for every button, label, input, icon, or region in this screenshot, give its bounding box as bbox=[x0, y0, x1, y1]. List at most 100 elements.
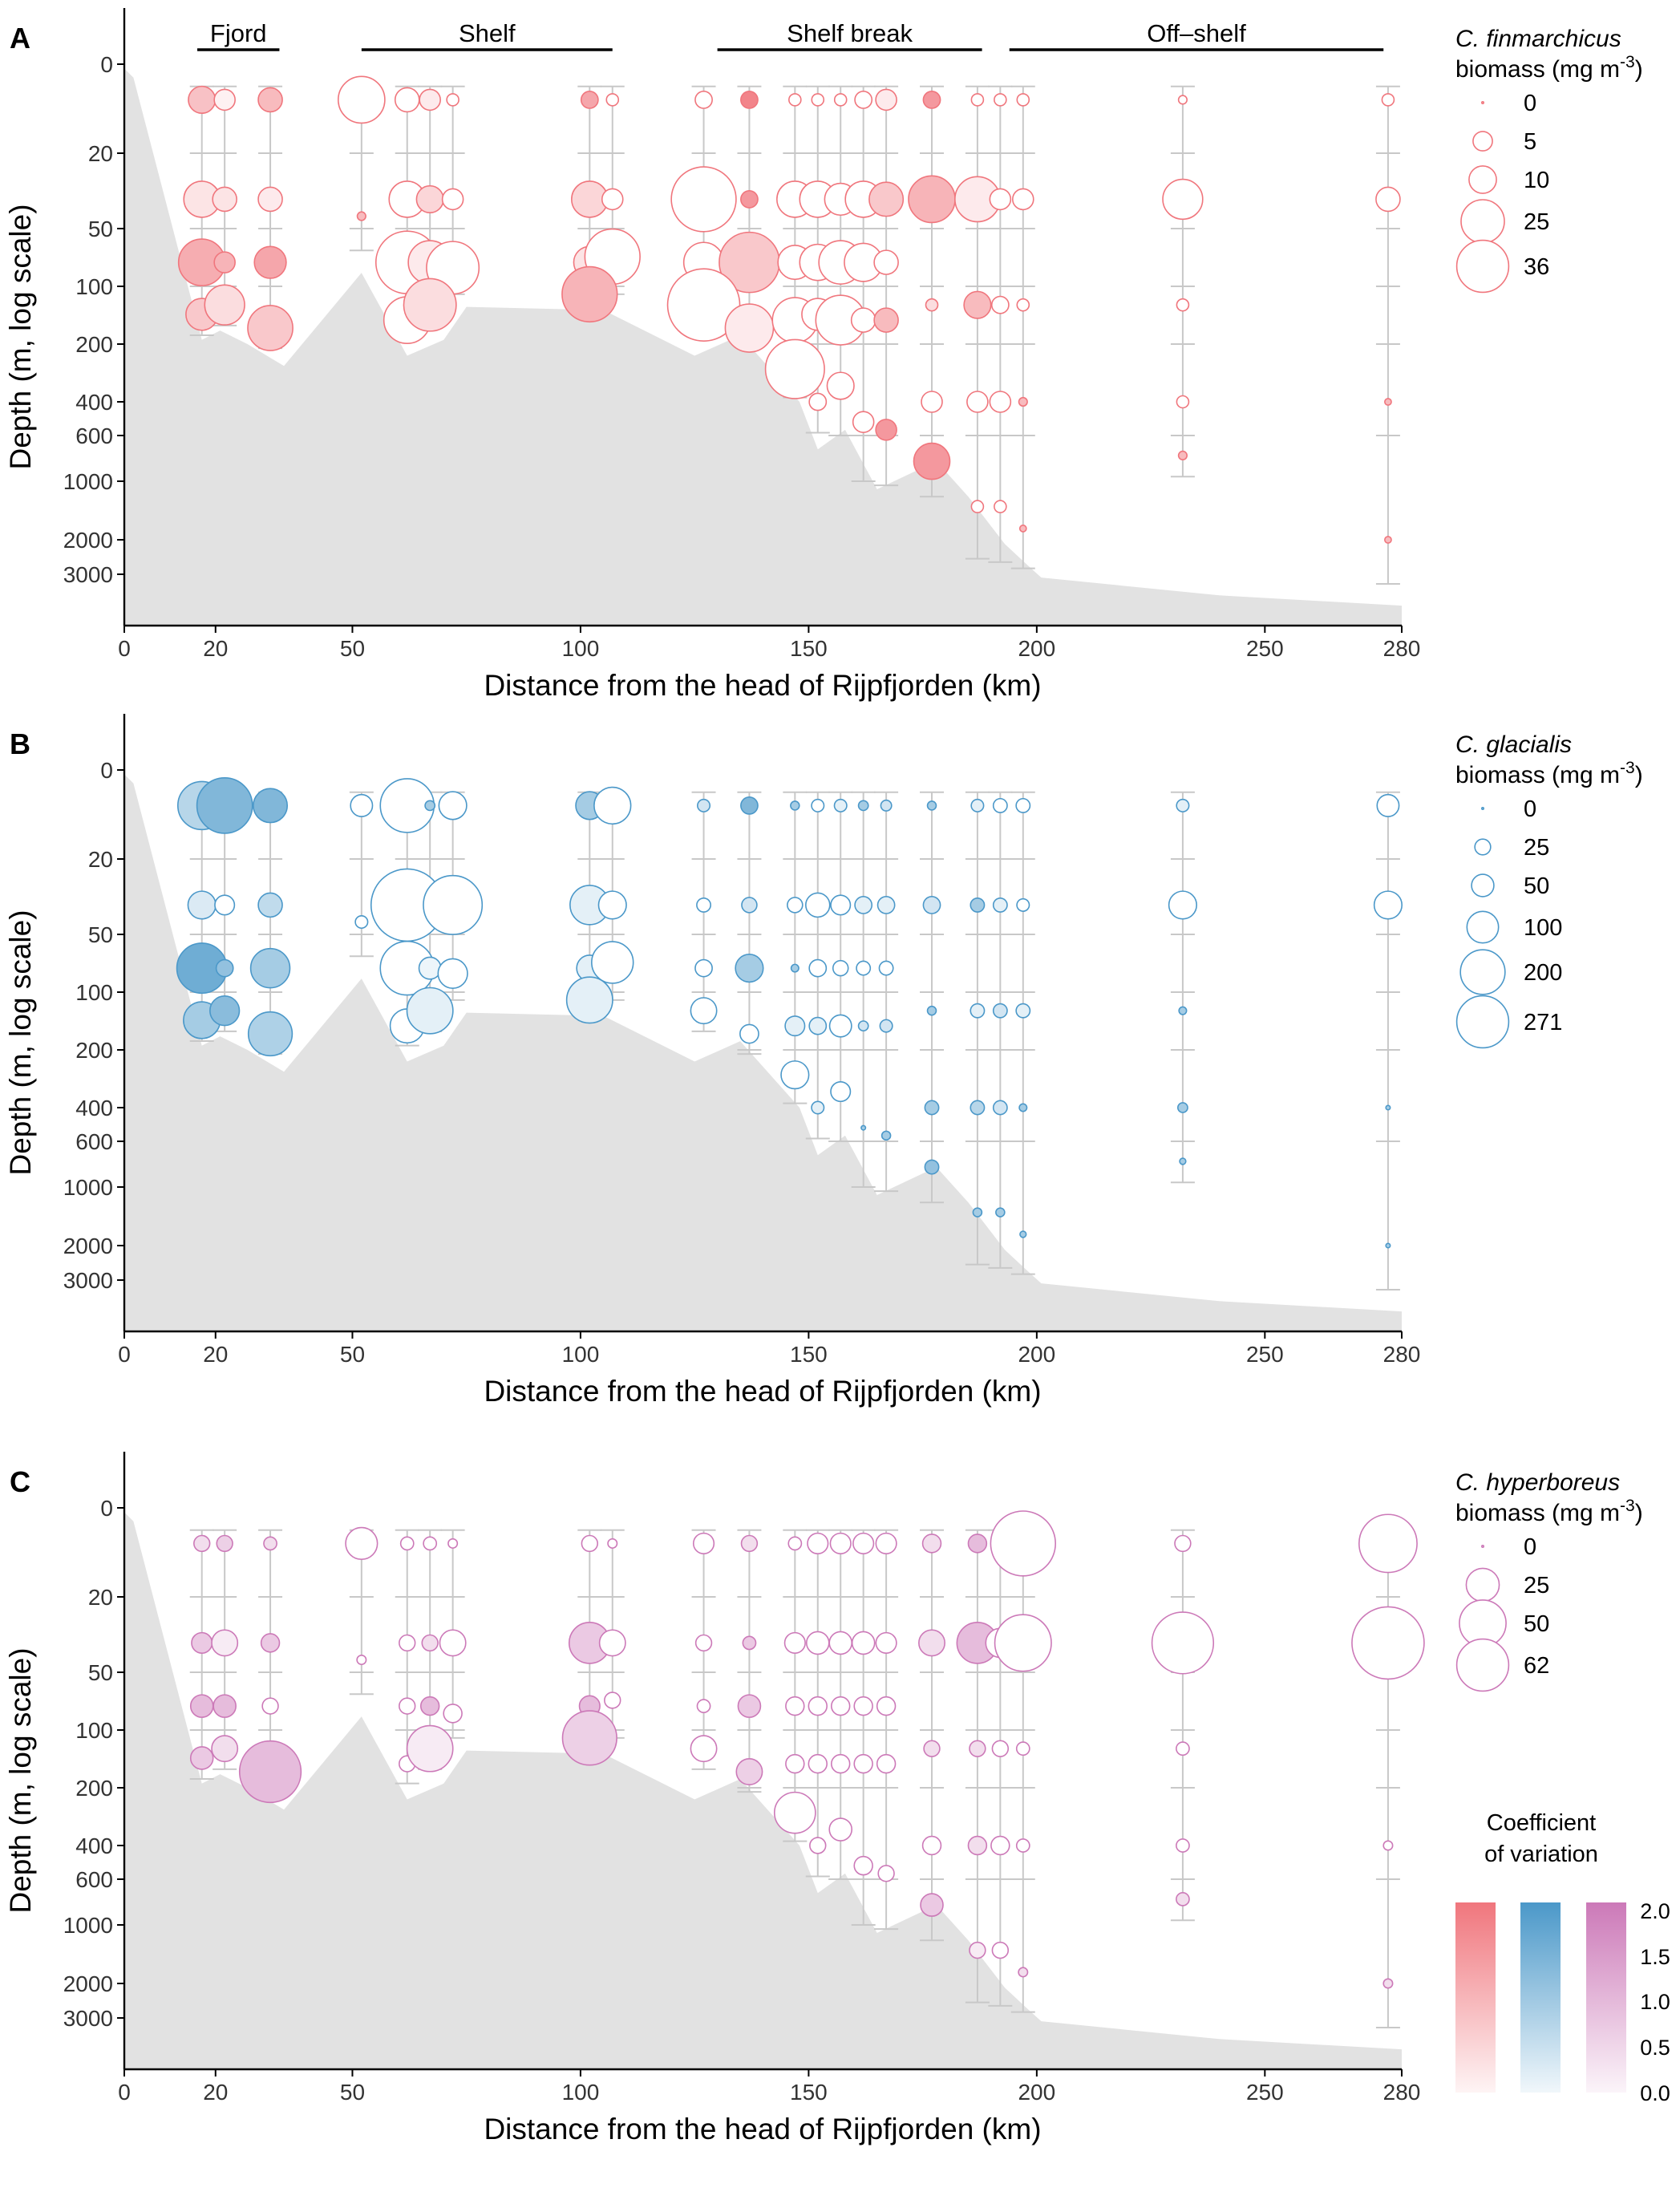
data-point bbox=[1176, 395, 1190, 409]
legend-unit: biomass (mg m-3) bbox=[1455, 1497, 1643, 1526]
data-point bbox=[990, 295, 1010, 314]
data-point bbox=[561, 1710, 617, 1766]
data-point bbox=[196, 777, 253, 834]
legend-size-key bbox=[1481, 806, 1485, 810]
data-point bbox=[740, 90, 759, 109]
data-point bbox=[1384, 536, 1392, 544]
data-point bbox=[204, 284, 245, 326]
legend-size-label: 50 bbox=[1524, 1611, 1549, 1637]
data-point bbox=[880, 799, 893, 812]
data-point bbox=[875, 1532, 897, 1554]
data-point bbox=[399, 1697, 416, 1715]
data-point bbox=[1385, 1242, 1391, 1249]
data-point bbox=[991, 1740, 1010, 1757]
y-tick-label: 100 bbox=[75, 980, 113, 1005]
data-point bbox=[1015, 1741, 1030, 1756]
data-point bbox=[692, 1532, 715, 1554]
data-point bbox=[922, 896, 941, 914]
data-point bbox=[830, 1080, 852, 1103]
data-point bbox=[1178, 1006, 1188, 1015]
data-point bbox=[878, 960, 894, 976]
colorbar-tick: 2.0 bbox=[1640, 1899, 1670, 1923]
legend-size-key bbox=[1481, 101, 1485, 105]
data-point bbox=[424, 800, 436, 812]
x-tick-label: 0 bbox=[118, 2080, 131, 2105]
colorbar: Coefficient of variation 2.0 1.5 1.0 0.5… bbox=[1455, 1810, 1670, 2105]
data-point bbox=[826, 371, 855, 400]
x-tick-label: 150 bbox=[790, 2080, 828, 2105]
data-point bbox=[257, 892, 283, 918]
data-point bbox=[187, 890, 217, 920]
data-point bbox=[593, 786, 632, 825]
data-point bbox=[857, 1020, 869, 1032]
data-point bbox=[1381, 93, 1395, 107]
legend-unit-text: biomass (mg m bbox=[1455, 56, 1620, 83]
legend-size-label: 100 bbox=[1524, 915, 1562, 941]
data-point bbox=[1016, 897, 1030, 912]
data-point bbox=[809, 1837, 827, 1854]
data-point bbox=[423, 1536, 438, 1551]
data-point bbox=[926, 800, 937, 811]
legend-size-label: 0 bbox=[1524, 796, 1536, 822]
x-tick-label: 100 bbox=[562, 1342, 600, 1367]
data-point bbox=[784, 1015, 806, 1037]
data-point bbox=[790, 800, 800, 811]
data-point bbox=[694, 958, 713, 978]
data-point bbox=[828, 1631, 853, 1655]
legend-unit-text: biomass (mg m bbox=[1455, 1500, 1620, 1526]
data-point bbox=[356, 1655, 367, 1666]
data-point bbox=[212, 186, 237, 213]
data-point bbox=[415, 184, 444, 213]
data-point bbox=[213, 1694, 237, 1718]
x-tick-label: 200 bbox=[1018, 636, 1055, 661]
y-tick-label: 1000 bbox=[63, 1913, 113, 1938]
y-tick-label: 400 bbox=[75, 1833, 113, 1858]
data-point bbox=[992, 897, 1008, 913]
data-point bbox=[605, 93, 620, 107]
data-point bbox=[1015, 1838, 1030, 1853]
y-tick-label: 50 bbox=[88, 922, 113, 947]
region-label: Shelf bbox=[459, 19, 516, 47]
data-point bbox=[1384, 398, 1392, 406]
data-point bbox=[970, 93, 985, 107]
y-tick-label: 2000 bbox=[63, 528, 113, 553]
y-tick-label: 1000 bbox=[63, 469, 113, 494]
data-point bbox=[1177, 1102, 1188, 1113]
x-tick-label: 280 bbox=[1383, 2080, 1421, 2105]
data-point bbox=[967, 1534, 988, 1554]
data-point bbox=[739, 1023, 759, 1044]
data-point bbox=[811, 798, 825, 812]
data-point bbox=[419, 1696, 440, 1716]
data-point bbox=[969, 1941, 986, 1959]
legend-unit-text: biomass (mg m bbox=[1455, 762, 1620, 788]
data-point bbox=[830, 1753, 851, 1774]
data-point bbox=[785, 1753, 805, 1774]
data-point bbox=[811, 93, 825, 107]
data-point bbox=[591, 941, 634, 984]
legend-size-key bbox=[1472, 131, 1493, 152]
data-point bbox=[970, 897, 986, 913]
y-tick-label: 200 bbox=[75, 1776, 113, 1801]
legend-unit-close: ) bbox=[1635, 56, 1643, 83]
data-point bbox=[742, 1635, 757, 1651]
data-point bbox=[737, 1694, 762, 1718]
y-axis-title: Depth (m, log scale) bbox=[4, 204, 37, 469]
panel-letter: C bbox=[10, 1465, 30, 1498]
data-point bbox=[787, 1536, 803, 1551]
data-point bbox=[1177, 95, 1188, 105]
data-point bbox=[994, 93, 1007, 107]
y-tick-label: 2000 bbox=[63, 1971, 113, 1996]
data-point bbox=[873, 307, 899, 333]
y-tick-label: 0 bbox=[100, 758, 113, 783]
region-label: Off–shelf bbox=[1147, 19, 1246, 47]
data-point bbox=[876, 1753, 897, 1774]
data-point bbox=[868, 181, 905, 217]
legend-size-key bbox=[1466, 910, 1500, 944]
y-tick-label: 50 bbox=[88, 1660, 113, 1685]
data-point bbox=[337, 75, 386, 124]
legend-size-label: 0 bbox=[1524, 91, 1536, 116]
data-point bbox=[921, 1534, 942, 1554]
legend-size-label: 62 bbox=[1524, 1653, 1549, 1679]
data-point bbox=[1019, 1230, 1027, 1238]
